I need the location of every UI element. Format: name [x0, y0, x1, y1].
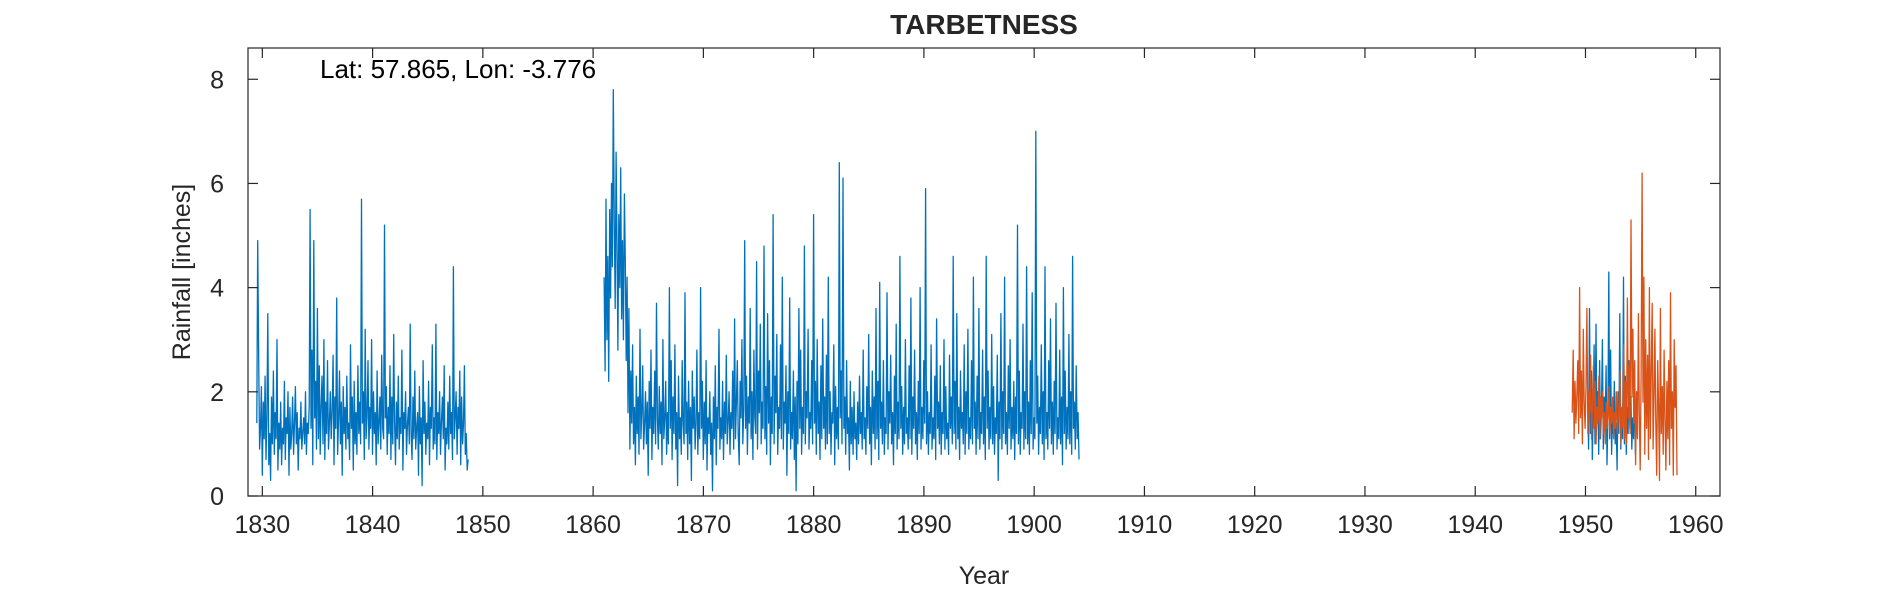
x-tick-label: 1850: [455, 511, 511, 539]
x-tick-label: 1880: [786, 511, 842, 539]
x-tick-label: 1950: [1558, 511, 1614, 539]
x-axis-label: Year: [959, 562, 1010, 590]
x-tick-label: 1860: [565, 511, 621, 539]
x-tick-label: 1960: [1668, 511, 1724, 539]
x-tick-label: 1940: [1447, 511, 1503, 539]
x-tick-label: 1870: [676, 511, 732, 539]
y-axis-label: Rainfall [inches]: [168, 184, 196, 360]
x-tick-label: 1830: [235, 511, 291, 539]
x-tick-label: 1910: [1117, 511, 1173, 539]
location-annotation: Lat: 57.865, Lon: -3.776: [320, 54, 596, 84]
series-2-line-segment-1: [1571, 172, 1678, 482]
x-tick-label: 1900: [1006, 511, 1062, 539]
chart-title: TARBETNESS: [890, 9, 1078, 40]
x-tick-label: 1920: [1227, 511, 1283, 539]
x-tick-label: 1890: [896, 511, 952, 539]
y-tick-label: 0: [210, 483, 224, 511]
y-tick-label: 2: [210, 379, 224, 407]
series-1-line-segment-3: [1587, 271, 1638, 471]
x-tick-label: 1840: [345, 511, 401, 539]
series-1-line-segment-2: [603, 89, 1080, 492]
y-tick-label: 4: [210, 275, 224, 303]
series-1-line-segment-1: [256, 198, 469, 487]
y-tick-label: 6: [210, 170, 224, 198]
axes-box: [247, 47, 1721, 497]
tick-layer: 1830 1840 1850 1860 1870 1880 1890 1900 1910 1920…: [210, 48, 1724, 539]
x-tick-label: 1930: [1337, 511, 1393, 539]
series-layer: [256, 89, 1678, 492]
y-tick-label: 8: [210, 66, 224, 94]
